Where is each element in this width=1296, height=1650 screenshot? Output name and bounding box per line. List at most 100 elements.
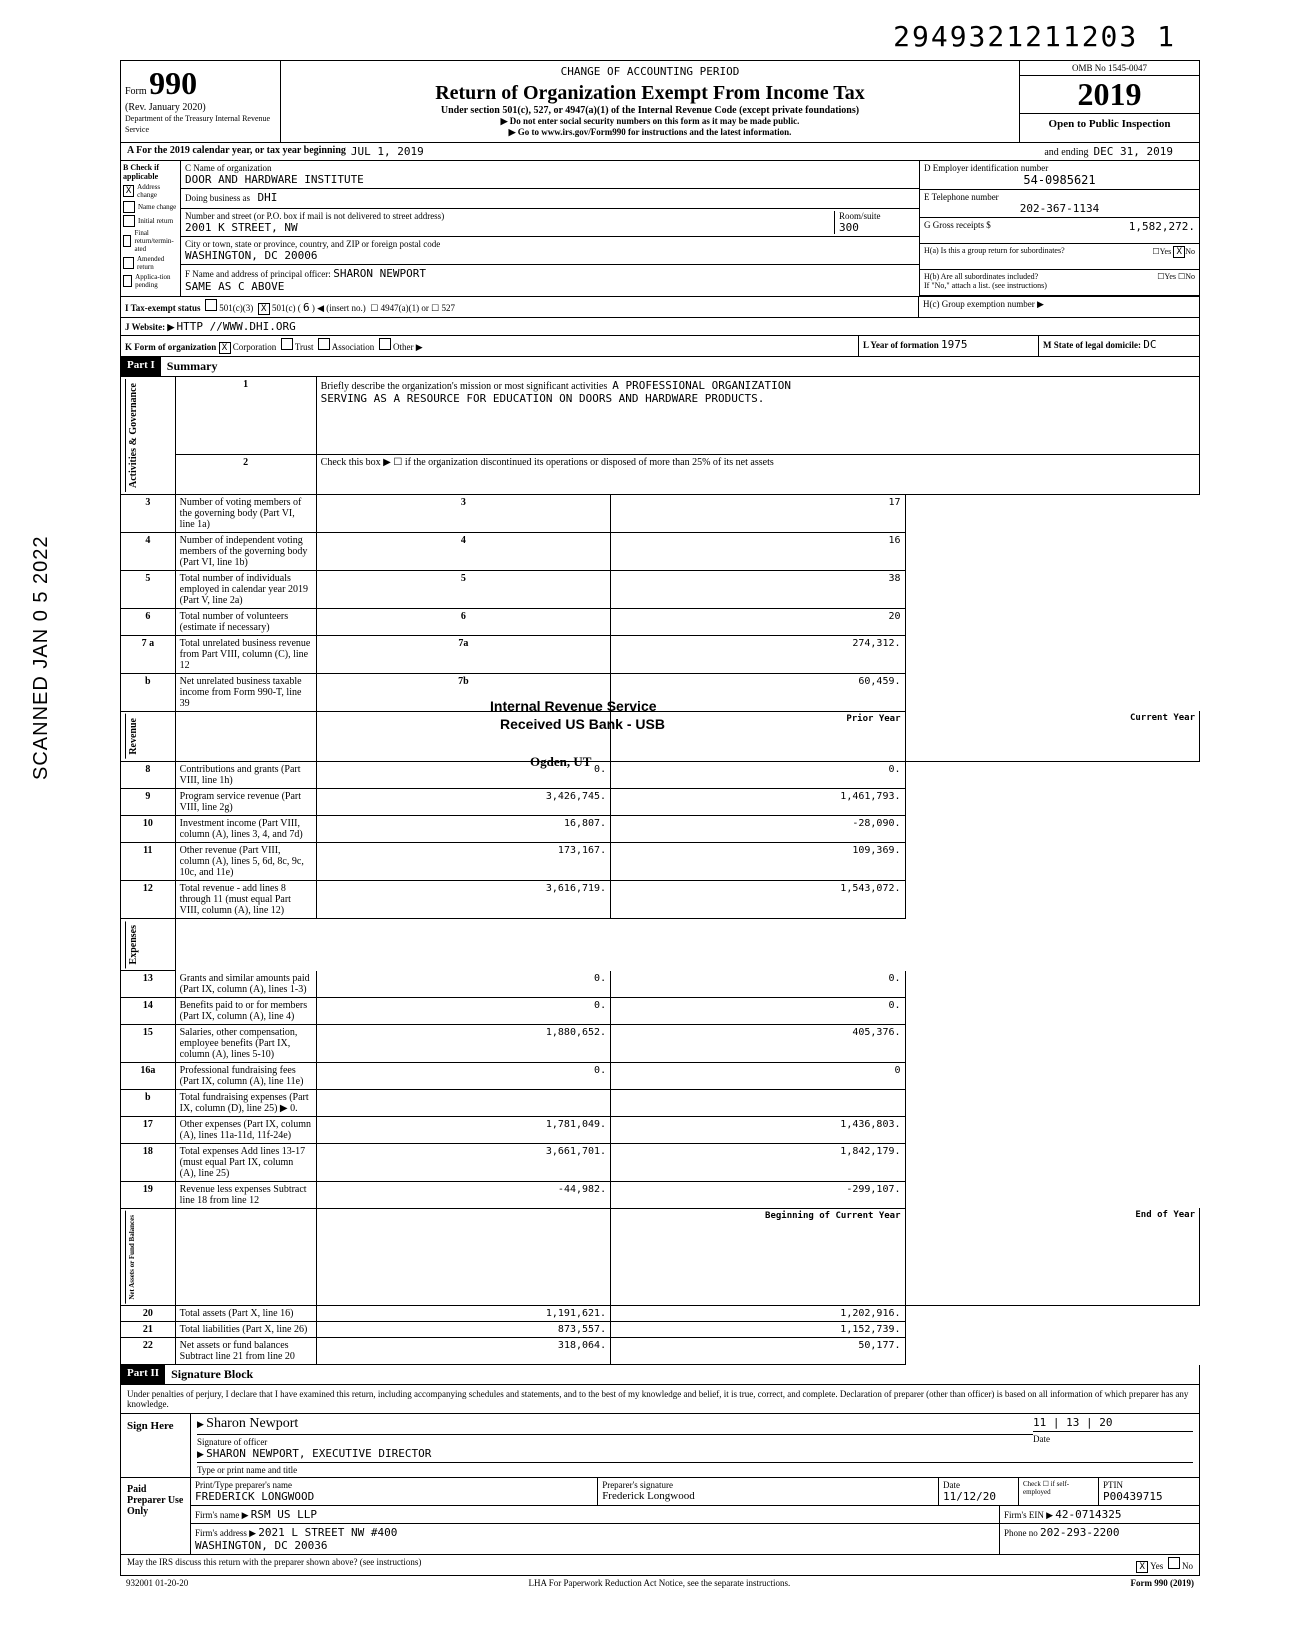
street-label: Number and street (or P.O. box if mail i… [185,211,834,221]
table-row: 9Program service revenue (Part VIII, lin… [121,788,1200,815]
b-checkbox[interactable] [123,235,131,247]
chk-other[interactable] [379,338,391,350]
table-row: 22Net assets or fund balances Subtract l… [121,1338,1200,1365]
firm-phone-label: Phone no [1004,1528,1038,1538]
insert-no: (insert no.) [326,303,366,313]
b-checkbox[interactable] [123,201,135,213]
room-label: Room/suite [839,211,915,221]
dba-label: Doing business as [185,193,250,203]
side-net: Net Assets or Fund Balances [125,1211,138,1304]
gross-receipts: 1,582,272. [1129,220,1195,241]
table-row: 17Other expenses (Part IX, column (A), l… [121,1116,1200,1143]
d-label: D Employer identification number [924,163,1195,173]
scanned-stamp: SCANNED JAN 0 5 2022 [30,535,53,780]
side-activities: Activities & Governance [125,379,141,492]
form-prefix: Form [125,86,147,97]
firm-addr-label: Firm's address ▶ [195,1528,256,1538]
line1-label: Briefly describe the organization's miss… [321,381,608,392]
typed-name: SHARON NEWPORT, EXECUTIVE DIRECTOR [206,1447,431,1460]
may-yes[interactable]: X [1136,1561,1148,1573]
chk-501c[interactable]: X [258,303,270,315]
prep-name: FREDERICK LONGWOOD [195,1490,314,1503]
chk-trust[interactable] [281,338,293,350]
table-row: 4Number of independent voting members of… [121,532,1200,570]
chk-assoc[interactable] [318,338,330,350]
firm-phone: 202-293-2200 [1040,1526,1119,1539]
summary-table: Activities & Governance 1 Briefly descri… [120,377,1200,1365]
form-number: 990 [149,65,197,101]
e-label: E Telephone number [924,192,1195,202]
table-row: 10Investment income (Part VIII, column (… [121,815,1200,842]
part2-header: Part II Signature Block [120,1365,1200,1385]
form-header: Form 990 (Rev. January 2020) Department … [120,60,1200,143]
footer-right: Form 990 (2019) [1131,1578,1194,1588]
table-row: 5Total number of individuals employed in… [121,570,1200,608]
ptin: P00439715 [1103,1490,1163,1503]
part2-title: Signature Block [165,1365,259,1384]
chk-corp[interactable]: X [219,342,231,354]
row-a-label: A For the 2019 calendar year, or tax yea… [127,145,346,158]
b-checkbox-row: XAddress change [123,183,178,199]
firm-ein: 42-0714325 [1055,1508,1121,1521]
city: WASHINGTON, DC 20006 [185,249,915,262]
identity-block: B Check if applicable XAddress change Nam… [120,161,1200,297]
b-label: B Check if applicable [123,163,178,181]
b-checkbox[interactable] [123,257,134,269]
b-checkbox[interactable] [123,275,132,287]
table-row: 14Benefits paid to or for members (Part … [121,997,1200,1024]
b-checkbox[interactable] [123,215,135,227]
may-no[interactable] [1168,1557,1180,1569]
row-a: A For the 2019 calendar year, or tax yea… [120,143,1200,161]
prep-sig-label: Preparer's signature [602,1480,673,1490]
table-row: 6Total number of volunteers (estimate if… [121,608,1200,635]
street: 2001 K STREET, NW [185,221,834,234]
firm-name-label: Firm's name ▶ [195,1510,249,1520]
table-row: bNet unrelated business taxable income f… [121,673,1200,711]
line2: Check this box ▶ ☐ if the organization d… [316,454,1199,494]
table-row: 13Grants and similar amounts paid (Part … [121,971,1200,998]
c-name-label: C Name of organization [185,163,915,173]
hb-label: H(b) Are all subordinates included? [924,272,1038,281]
prep-name-label: Print/Type preparer's name [195,1480,292,1490]
col-current: Current Year [905,711,1199,761]
and-ending: and ending [1044,147,1088,158]
footer-mid: LHA For Paperwork Reduction Act Notice, … [529,1578,791,1588]
row-j: J Website: ▶ HTTP //WWW.DHI.ORG [120,318,1200,336]
side-expenses: Expenses [125,921,141,968]
sig-officer-label: Signature of officer [197,1437,267,1447]
prep-date: 11/12/20 [943,1490,996,1503]
may-irs: May the IRS discuss this return with the… [127,1557,421,1573]
website: HTTP //WWW.DHI.ORG [177,320,296,333]
form-page: Form 990 (Rev. January 2020) Department … [120,60,1200,1590]
chk-501c3[interactable] [205,299,217,311]
document-id: 2949321211203 1 [893,20,1176,53]
prep-signature: Frederick Longwood [602,1490,695,1502]
b-check-label: Final return/termin-ated [134,229,178,253]
form-note1: ▶ Do not enter social security numbers o… [285,116,1015,127]
f-addr: SAME AS C ABOVE [185,280,284,293]
perjury-text: Under penalties of perjury, I declare th… [121,1385,1199,1413]
table-row: 15Salaries, other compensation, employee… [121,1024,1200,1062]
b-checkbox[interactable]: X [123,185,134,197]
ha-no[interactable]: X [1173,246,1185,258]
table-row: 16aProfessional fundraising fees (Part I… [121,1062,1200,1089]
form-title: Return of Organization Exempt From Incom… [285,82,1015,105]
b-checkbox-row: Name change [123,201,178,213]
g-label: G Gross receipts $ [924,220,991,241]
footer: 932001 01-20-20 LHA For Paperwork Reduct… [120,1576,1200,1590]
mission-1: A PROFESSIONAL ORGANIZATION [612,379,791,392]
501c-num: 6 [303,301,310,314]
mission-2: SERVING AS A RESOURCE FOR EDUCATION ON D… [321,392,765,405]
omb-number: OMB No 1545-0047 [1020,61,1199,76]
hc-label: H(c) Group exemption number ▶ [919,297,1199,317]
sig-date-label: Date [1033,1434,1050,1444]
hb-note: If "No," attach a list. (see instruction… [924,281,1047,290]
form-subtitle: Under section 501(c), 527, or 4947(a)(1)… [285,105,1015,116]
table-row: 20Total assets (Part X, line 16)1,191,62… [121,1306,1200,1322]
form-rev: (Rev. January 2020) [125,102,206,113]
form-dept: Department of the Treasury Internal Reve… [125,114,270,134]
col-begin: Beginning of Current Year [611,1208,905,1306]
b-check-label: Name change [138,203,176,211]
b-checkbox-row: Amended return [123,255,178,271]
ein: 54-0985621 [924,173,1195,187]
